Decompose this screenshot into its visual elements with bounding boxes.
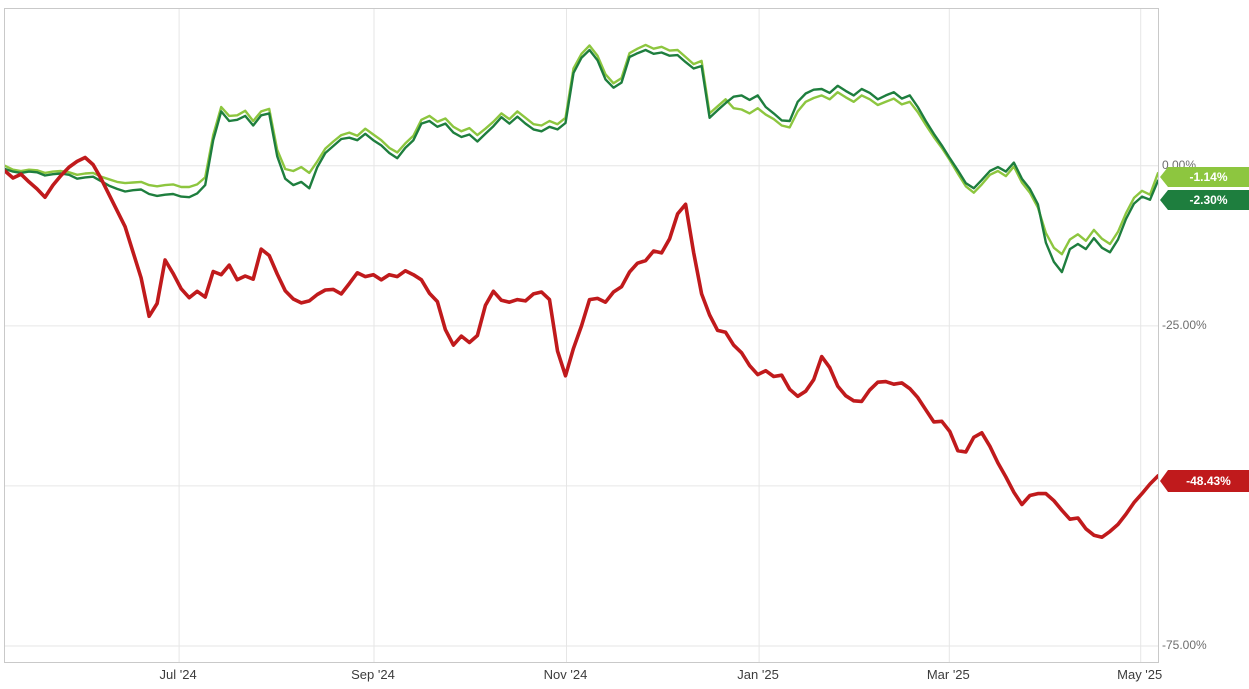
x-axis-label: Nov '24 bbox=[543, 667, 588, 682]
series-line-light-green bbox=[5, 43, 1158, 256]
x-axis-label: May '25 bbox=[1117, 667, 1163, 682]
light-green-value-badge: -1.14% bbox=[1160, 167, 1249, 187]
red-value-badge: -48.43% bbox=[1160, 470, 1249, 492]
x-axis-label: Sep '24 bbox=[351, 667, 395, 682]
chart-canvas[interactable] bbox=[5, 9, 1158, 662]
x-axis-label: Jul '24 bbox=[159, 667, 197, 682]
y-axis-label: -25.00% bbox=[1162, 317, 1207, 332]
series-line-dark-green bbox=[5, 48, 1158, 274]
x-axis-label: Jan '25 bbox=[737, 667, 779, 682]
y-axis-label: -75.00% bbox=[1162, 637, 1207, 652]
plot-area[interactable] bbox=[4, 8, 1159, 663]
dark-green-value-badge: -2.30% bbox=[1160, 190, 1249, 210]
x-axis-label: Mar '25 bbox=[926, 667, 970, 682]
series-line-red bbox=[5, 155, 1158, 540]
